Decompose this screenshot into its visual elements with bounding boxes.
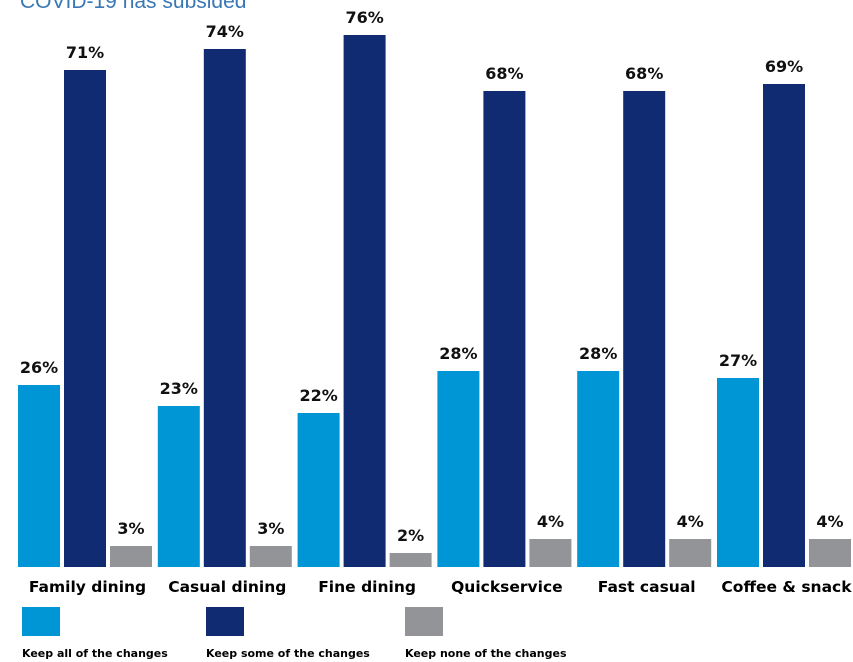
bar-casual-dining-keep-all-of-the-changes [157,406,200,567]
value-label-quickservice-keep-none-of-the-changes: 4% [537,512,564,531]
value-label-casual-dining-keep-all-of-the-changes: 23% [160,379,198,398]
bar-family-dining-keep-all-of-the-changes [18,385,60,567]
value-label-casual-dining-keep-some-of-the-changes: 74% [206,22,244,41]
category-labels-group: Family dining Casual dining Fine dining Qui… [29,578,852,596]
bar-quickservice-keep-some-of-the-changes [483,91,526,567]
value-label-quickservice-keep-some-of-the-changes: 68% [485,64,523,83]
legend-swatch-keep-none-of-the-changes [405,607,443,636]
value-label-coffee-snack-keep-all-of-the-changes: 27% [719,351,757,370]
legend-label-keep-none-of-the-changes: Keep none of the changes [405,647,567,660]
bar-coffee-snack-keep-all-of-the-changes [717,378,759,567]
chart-title: COVID-19 has subsided [20,0,246,13]
value-label-coffee-snack-keep-some-of-the-changes: 69% [765,57,803,76]
value-label-quickservice-keep-all-of-the-changes: 28% [439,344,477,363]
legend-swatch-keep-some-of-the-changes [206,607,244,636]
bar-fast-casual-keep-all-of-the-changes [577,371,620,567]
category-label-family-dining: Family dining [29,578,146,596]
value-label-family-dining-keep-all-of-the-changes: 26% [20,358,58,377]
category-label-fast-casual: Fast casual [598,578,696,596]
bar-fine-dining-keep-some-of-the-changes [343,35,386,567]
bar-fine-dining-keep-none-of-the-changes [389,553,432,567]
value-label-fast-casual-keep-none-of-the-changes: 4% [677,512,704,531]
bar-coffee-snack-keep-none-of-the-changes [809,539,851,567]
category-label-fine-dining: Fine dining [318,578,416,596]
bar-quickservice-keep-all-of-the-changes [437,371,480,567]
value-label-fast-casual-keep-all-of-the-changes: 28% [579,344,617,363]
bar-fine-dining-keep-all-of-the-changes [297,413,340,567]
category-label-casual-dining: Casual dining [168,578,286,596]
value-label-fine-dining-keep-some-of-the-changes: 76% [345,8,383,27]
category-label-quickservice: Quickservice [451,578,563,596]
bar-fast-casual-keep-none-of-the-changes [669,539,712,567]
legend-label-keep-some-of-the-changes: Keep some of the changes [206,647,370,660]
legend: Keep all of the changes Keep some of the … [22,607,567,660]
bars-group [18,35,851,567]
legend-swatch-keep-all-of-the-changes [22,607,60,636]
bar-family-dining-keep-some-of-the-changes [64,70,106,567]
category-label-coffee-snack: Coffee & snack [721,578,852,596]
value-label-casual-dining-keep-none-of-the-changes: 3% [257,519,284,538]
value-label-family-dining-keep-none-of-the-changes: 3% [117,519,144,538]
bar-casual-dining-keep-some-of-the-changes [203,49,246,567]
value-labels-group: 26% 71% 3% 23% 74% 3% 22% 76% 2% 28% 68% 4% 28% 68% 4%… [20,8,844,545]
bar-coffee-snack-keep-some-of-the-changes [763,84,805,567]
value-label-family-dining-keep-some-of-the-changes: 71% [66,43,104,62]
value-label-fast-casual-keep-some-of-the-changes: 68% [625,64,663,83]
bar-family-dining-keep-none-of-the-changes [110,546,152,567]
value-label-fine-dining-keep-all-of-the-changes: 22% [299,386,337,405]
value-label-fine-dining-keep-none-of-the-changes: 2% [397,526,424,545]
bar-casual-dining-keep-none-of-the-changes [249,546,292,567]
bar-quickservice-keep-none-of-the-changes [529,539,572,567]
value-label-coffee-snack-keep-none-of-the-changes: 4% [816,512,843,531]
bar-fast-casual-keep-some-of-the-changes [623,91,666,567]
legend-label-keep-all-of-the-changes: Keep all of the changes [22,647,168,660]
